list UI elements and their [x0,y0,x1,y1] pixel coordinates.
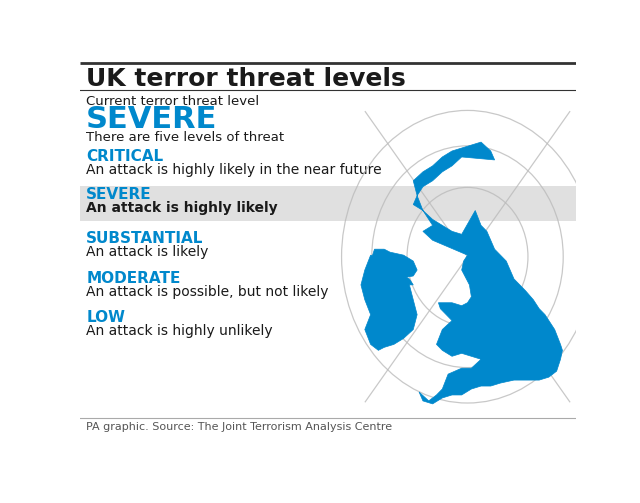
Text: CRITICAL: CRITICAL [86,149,163,164]
Text: Current terror threat level: Current terror threat level [86,95,259,108]
Text: PA graphic. Source: The Joint Terrorism Analysis Centre: PA graphic. Source: The Joint Terrorism … [86,422,392,432]
Text: An attack is highly likely: An attack is highly likely [86,201,278,215]
Polygon shape [413,142,563,404]
Text: LOW: LOW [86,310,125,325]
Bar [80,186,576,221]
Polygon shape [361,255,417,350]
Text: An attack is possible, but not likely: An attack is possible, but not likely [86,285,329,299]
Text: SUBSTANTIAL: SUBSTANTIAL [86,231,204,246]
Text: An attack is highly likely in the near future: An attack is highly likely in the near f… [86,163,382,177]
Text: UK terror threat levels: UK terror threat levels [86,66,406,91]
Text: SEVERE: SEVERE [86,105,218,134]
Text: An attack is highly unlikely: An attack is highly unlikely [86,324,273,338]
Text: An attack is likely: An attack is likely [86,245,209,259]
Text: There are five levels of threat: There are five levels of threat [86,131,284,144]
Text: SEVERE: SEVERE [86,188,152,202]
Text: MODERATE: MODERATE [86,271,180,286]
Polygon shape [371,249,417,279]
